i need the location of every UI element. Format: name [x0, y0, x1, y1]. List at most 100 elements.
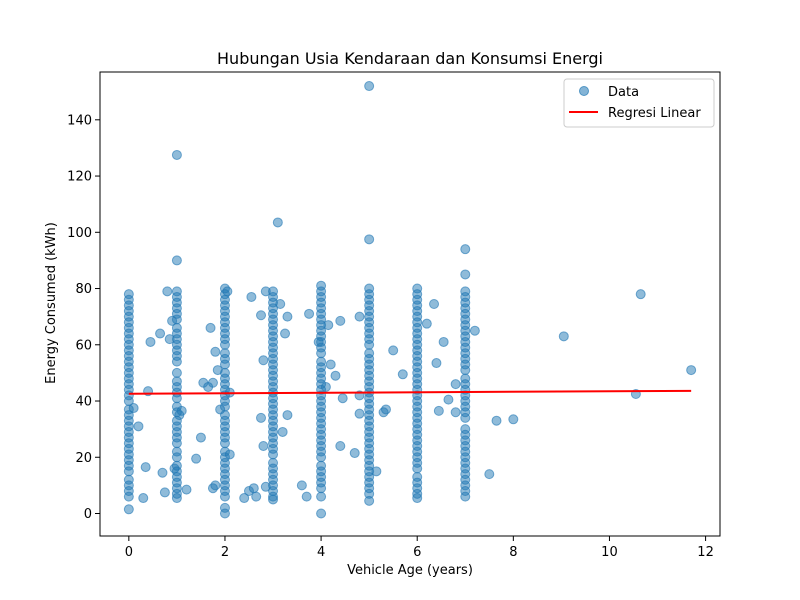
data-point: [258, 355, 269, 366]
y-tick-label: 0: [84, 507, 92, 522]
data-point: [155, 328, 166, 339]
data-point: [157, 467, 168, 478]
data-point: [260, 286, 271, 297]
legend-marker-data: [579, 86, 589, 96]
data-point: [171, 367, 182, 378]
plot-frame: [99, 71, 721, 537]
data-point: [316, 483, 327, 494]
legend-box: [563, 78, 715, 128]
data-point: [431, 358, 442, 369]
data-point: [191, 453, 202, 464]
data-point: [133, 421, 144, 432]
data-point: [145, 336, 156, 347]
data-point: [171, 493, 182, 504]
x-tick-label: 8: [509, 545, 517, 560]
data-point: [251, 491, 262, 502]
data-point: [246, 291, 257, 302]
data-point: [219, 438, 230, 449]
regression-line: [128, 389, 692, 395]
data-point: [460, 365, 471, 376]
y-tick-label: 100: [67, 226, 92, 241]
y-tick-label: 60: [75, 338, 92, 353]
data-point: [316, 348, 327, 359]
data-point: [323, 320, 334, 331]
y-tick-label: 20: [75, 451, 92, 466]
x-tick-label: 2: [221, 545, 229, 560]
data-point: [388, 345, 399, 356]
x-tick-label: 10: [601, 545, 618, 560]
data-point: [349, 448, 360, 459]
data-point: [171, 452, 182, 463]
data-point: [207, 377, 218, 388]
data-point: [128, 403, 139, 414]
data-point: [380, 404, 391, 415]
data-point: [412, 463, 423, 474]
data-point: [354, 311, 365, 322]
data-point: [169, 463, 180, 474]
data-point: [450, 407, 461, 418]
data-point: [443, 394, 454, 405]
data-point: [320, 381, 331, 392]
data-point: [460, 412, 471, 423]
data-point: [210, 346, 221, 357]
data-point: [364, 339, 375, 350]
y-tick-label: 120: [67, 170, 92, 185]
data-point: [171, 393, 182, 404]
data-point: [508, 414, 519, 425]
data-point: [301, 491, 312, 502]
data-point: [635, 289, 646, 300]
data-point: [171, 255, 182, 266]
data-point: [138, 493, 149, 504]
x-tick-label: 6: [413, 545, 421, 560]
data-point: [433, 405, 444, 416]
data-point: [282, 311, 293, 322]
data-point: [256, 412, 267, 423]
data-point: [219, 491, 230, 502]
legend-label-regression: Regresi Linear: [608, 106, 701, 121]
data-point: [164, 334, 175, 345]
data-point: [354, 408, 365, 419]
data-point: [296, 480, 307, 491]
y-tick-label: 80: [75, 282, 92, 297]
data-point: [222, 286, 233, 297]
data-point: [304, 308, 315, 319]
data-point: [171, 149, 182, 160]
data-point: [421, 318, 432, 329]
data-point: [364, 495, 375, 506]
chart-title: Hubungan Usia Kendaraan dan Konsumsi Ene…: [217, 49, 603, 68]
x-tick-label: 0: [125, 545, 133, 560]
data-point: [460, 491, 471, 502]
data-point: [316, 452, 327, 463]
legend: Data Regresi Linear: [563, 78, 715, 128]
data-point: [469, 325, 480, 336]
data-point: [335, 441, 346, 452]
data-point: [239, 493, 250, 504]
data-point: [412, 493, 423, 504]
data-point: [438, 336, 449, 347]
x-tick-label: 4: [317, 545, 325, 560]
data-point: [268, 449, 279, 460]
data-point: [330, 370, 341, 381]
data-point: [123, 491, 134, 502]
y-axis-label: Energy Consumed (kWh): [44, 222, 59, 384]
data-point: [162, 286, 173, 297]
data-point: [195, 432, 206, 443]
data-point: [364, 81, 375, 92]
data-point: [325, 359, 336, 370]
data-point: [686, 365, 697, 376]
data-point: [460, 269, 471, 280]
y-tick-label: 40: [75, 395, 92, 410]
data-point: [171, 356, 182, 367]
data-point: [181, 484, 192, 495]
data-point: [280, 328, 291, 339]
data-point: [140, 462, 151, 473]
data-point: [484, 469, 495, 480]
data-point: [167, 315, 178, 326]
data-point: [316, 491, 327, 502]
data-point: [219, 339, 230, 350]
regression-line-layer: [128, 389, 692, 395]
data-point: [210, 480, 221, 491]
data-point: [272, 217, 283, 228]
